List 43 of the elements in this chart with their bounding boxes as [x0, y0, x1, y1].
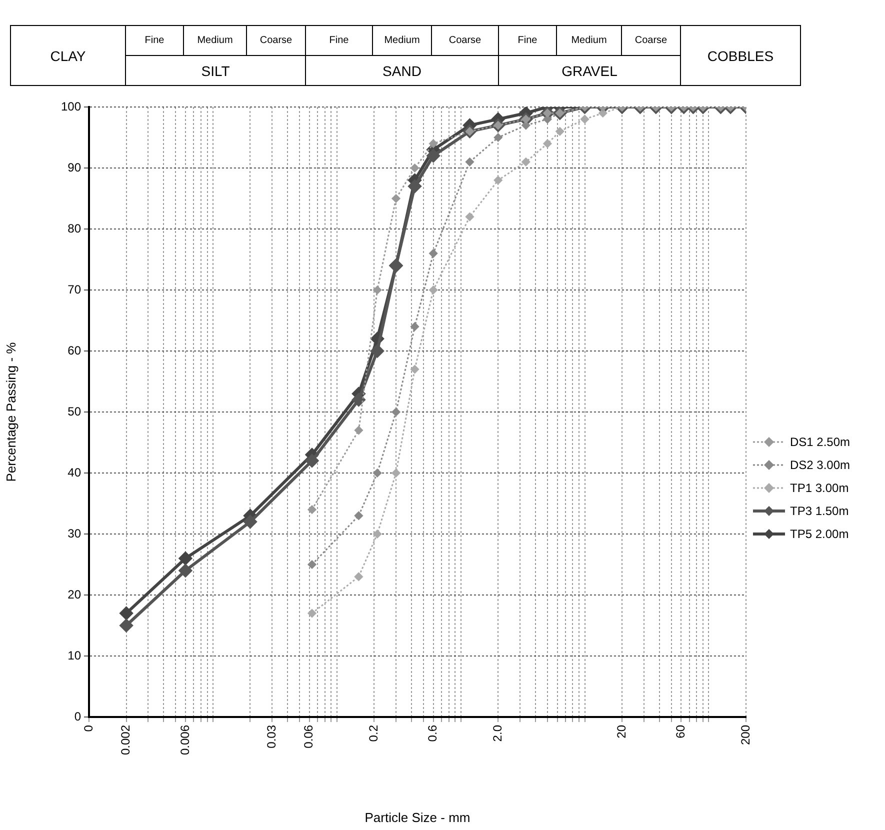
y-tick-label: 50 [68, 404, 82, 418]
text: Fine [498, 25, 557, 56]
x-tick-label: 0.03 [264, 724, 278, 748]
legend-label: DS1 2.50m [790, 434, 850, 448]
text: CLAY [10, 25, 126, 86]
y-tick-label: 80 [68, 221, 82, 236]
x-tick-label: 200 [738, 724, 752, 746]
legend-label: TP5 2.00m [790, 526, 849, 540]
y-tick-label: 10 [68, 648, 82, 662]
y-tick-label: 100 [60, 99, 82, 114]
y-tick-label: 30 [68, 526, 82, 540]
x-tick-label: 0.06 [302, 724, 316, 748]
y-tick-label: 90 [68, 160, 82, 174]
legend-label: DS2 3.00m [790, 458, 850, 472]
y-tick-label: 70 [68, 282, 82, 296]
x-tick-label: 2.0 [490, 724, 504, 742]
x-tick-label: 60 [674, 724, 688, 738]
text: GRAVEL [498, 55, 681, 86]
x-tick-label: 20 [614, 724, 628, 738]
x-tick-label: 0.6 [426, 724, 440, 742]
x-tick-label: 0.002 [118, 724, 133, 756]
y-tick-label: 0 [74, 709, 82, 724]
y-tick-label: 60 [68, 343, 82, 358]
text: SILT [125, 55, 306, 86]
text: Coarse [621, 25, 681, 56]
text: Medium [183, 25, 247, 56]
y-tick-label: 20 [68, 587, 82, 602]
x-tick-label: 0.2 [366, 724, 380, 742]
x-tick-label: 0.006 [178, 724, 192, 756]
x-axis-title: Particle Size - mm [364, 810, 470, 825]
legend-label: TP1 3.00m [790, 480, 849, 494]
legend-label: TP3 1.50m [790, 504, 849, 518]
text: Fine [305, 25, 373, 56]
y-axis-title: Percentage Passing - % [3, 342, 18, 482]
text: Medium [372, 25, 432, 56]
text: Coarse [246, 25, 306, 56]
text: Coarse [431, 25, 499, 56]
x-tick-label: 0 [81, 724, 96, 732]
text: SAND [305, 55, 499, 86]
text: COBBLES [680, 25, 801, 86]
text: Fine [125, 25, 184, 56]
y-tick-label: 40 [68, 465, 82, 480]
text: Medium [556, 25, 622, 56]
